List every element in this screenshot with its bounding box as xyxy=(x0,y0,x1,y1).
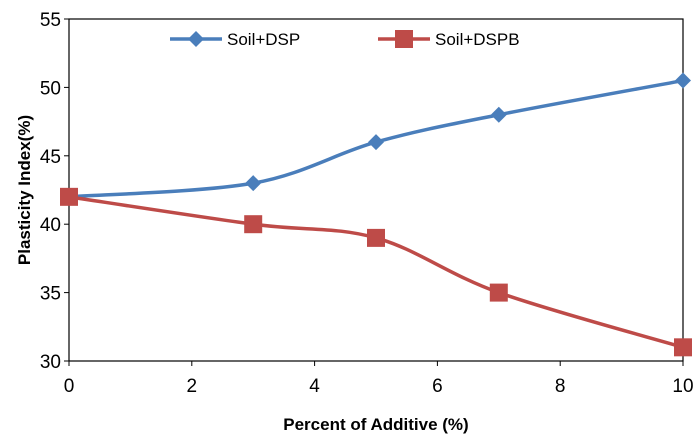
plot-area xyxy=(68,18,684,362)
data-point xyxy=(674,338,692,357)
legend-label: Soil+DSPB xyxy=(435,30,520,49)
x-tick-label: 6 xyxy=(432,376,443,397)
x-tick-label: 0 xyxy=(64,376,75,397)
series-layer xyxy=(60,72,692,357)
plot-frame xyxy=(68,18,684,362)
x-tick-label: 2 xyxy=(187,376,198,397)
y-tick-label: 40 xyxy=(40,215,61,236)
data-point xyxy=(245,175,262,192)
y-tick-label: 50 xyxy=(40,78,61,99)
data-point xyxy=(368,134,384,151)
data-point xyxy=(367,228,385,247)
x-axis-title: Percent of Additive (%) xyxy=(283,415,468,434)
y-tick-label: 55 xyxy=(40,10,61,31)
x-axis-ticks: 0 2 4 6 8 10 xyxy=(64,361,694,397)
data-point xyxy=(675,72,691,89)
series-1 xyxy=(61,72,691,205)
y-tick-label: 35 xyxy=(40,284,61,305)
y-axis-title: Plasticity Index(%) xyxy=(15,115,34,265)
legend: Soil+DSP Soil+DSPB xyxy=(170,30,520,49)
series-2 xyxy=(60,187,692,357)
y-tick-label: 30 xyxy=(40,352,61,373)
legend-marker xyxy=(188,31,204,47)
data-point xyxy=(244,215,263,234)
x-tick-label: 10 xyxy=(672,376,693,397)
x-tick-label: 8 xyxy=(555,376,566,397)
legend-label: Soil+DSP xyxy=(227,30,300,49)
y-tick-label: 45 xyxy=(40,147,61,168)
legend-marker xyxy=(395,30,413,48)
data-point xyxy=(489,283,508,302)
x-tick-label: 4 xyxy=(309,376,320,397)
data-point xyxy=(490,106,507,123)
data-point xyxy=(60,187,78,206)
y-axis-ticks: 30 35 40 45 50 55 xyxy=(40,10,69,373)
legend-item: Soil+DSPB xyxy=(378,30,520,49)
legend-item: Soil+DSP xyxy=(170,30,300,49)
series-line xyxy=(68,195,684,349)
